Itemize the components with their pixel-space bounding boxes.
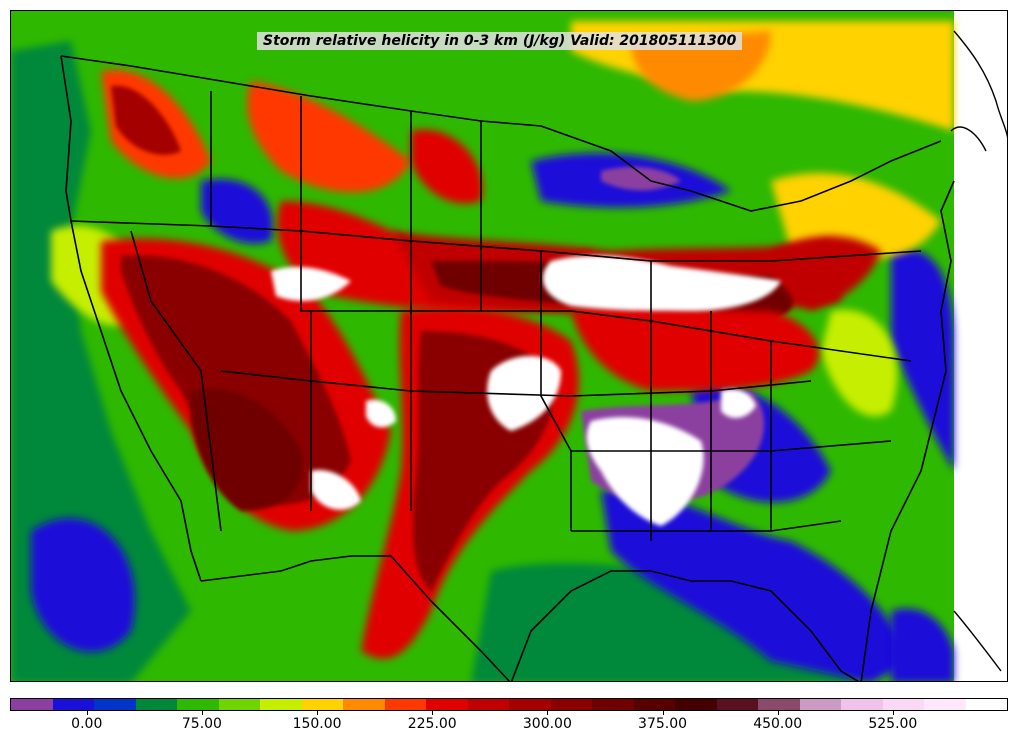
colorbar-segment — [94, 699, 136, 710]
colorbar-segment — [758, 699, 800, 710]
colorbar-tick-label: 0.00 — [71, 716, 103, 732]
colorbar-tick-label: 150.00 — [292, 716, 342, 732]
colorbar-tick-label: 375.00 — [638, 716, 688, 732]
state-borders — [60, 55, 955, 681]
colorbar-tick — [317, 711, 319, 715]
map-panel: Storm relative helicity in 0-3 km (J/kg)… — [10, 10, 1008, 682]
colorbar-segment — [301, 699, 343, 710]
colorbar-tick — [432, 711, 434, 715]
colorbar-tick — [892, 711, 894, 715]
colorbar-segment — [467, 699, 509, 710]
colorbar-segment — [135, 699, 177, 710]
colorbar-segment — [924, 699, 966, 710]
colorbar-tick — [547, 711, 549, 715]
colorbar-segment — [384, 699, 426, 710]
colorbar-segment — [633, 699, 675, 710]
colorbar — [10, 698, 1008, 711]
colorbar-segment — [592, 699, 634, 710]
colorbar-tick-label: 450.00 — [753, 716, 803, 732]
colorbar-segment — [426, 699, 468, 710]
colorbar-segment — [343, 699, 385, 710]
colorbar-segment — [799, 699, 841, 710]
colorbar-tick — [86, 711, 88, 715]
colorbar-ticks: 0.00 75.00 150.00 225.00 300.00 375.00 450.00 5… — [10, 711, 1008, 741]
helicity-field — [11, 11, 1007, 681]
colorbar-segment — [965, 699, 1007, 710]
canada-coastline — [950, 30, 1007, 672]
colorbar-segment — [177, 699, 219, 710]
colorbar-segment — [841, 699, 883, 710]
colorbar-tick-label: 300.00 — [522, 716, 572, 732]
colorbar-tick — [201, 711, 203, 715]
colorbar-segment — [716, 699, 758, 710]
colorbar-segment — [550, 699, 592, 710]
colorbar-tick — [777, 711, 779, 715]
colorbar-tick-label: 525.00 — [868, 716, 918, 732]
colorbar-segment — [52, 699, 94, 710]
colorbar-tick-label: 225.00 — [407, 716, 457, 732]
map-title: Storm relative helicity in 0-3 km (J/kg)… — [257, 32, 743, 50]
colorbar-segment — [11, 699, 53, 710]
colorbar-segment — [675, 699, 717, 710]
colorbar-segment — [218, 699, 260, 710]
colorbar-segment — [509, 699, 551, 710]
colorbar-segment — [260, 699, 302, 710]
colorbar-segment — [882, 699, 924, 710]
colorbar-tick-label: 75.00 — [181, 716, 222, 732]
colorbar-tick — [662, 711, 664, 715]
helicity-map — [11, 11, 1007, 681]
